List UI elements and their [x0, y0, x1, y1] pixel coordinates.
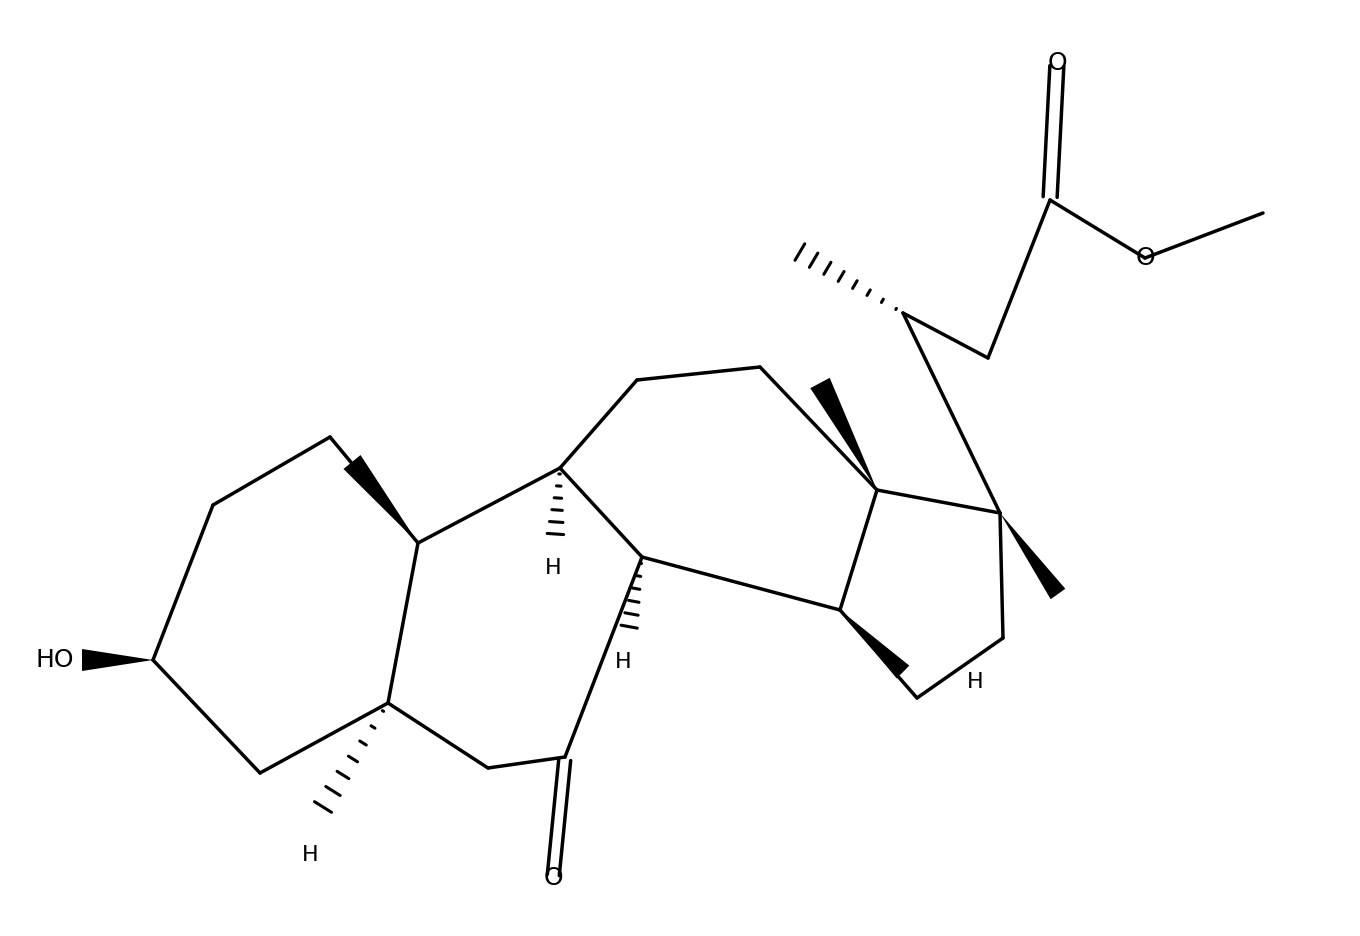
Text: HO: HO [35, 648, 73, 672]
Text: H: H [302, 845, 318, 865]
Polygon shape [1000, 513, 1065, 599]
Polygon shape [840, 610, 910, 679]
Polygon shape [344, 455, 418, 543]
Polygon shape [811, 378, 877, 490]
Text: H: H [545, 558, 562, 578]
Text: H: H [967, 672, 983, 692]
Text: O: O [1136, 246, 1155, 270]
Text: O: O [543, 866, 563, 890]
Text: O: O [1047, 51, 1066, 75]
Polygon shape [82, 649, 152, 671]
Text: H: H [615, 652, 631, 672]
